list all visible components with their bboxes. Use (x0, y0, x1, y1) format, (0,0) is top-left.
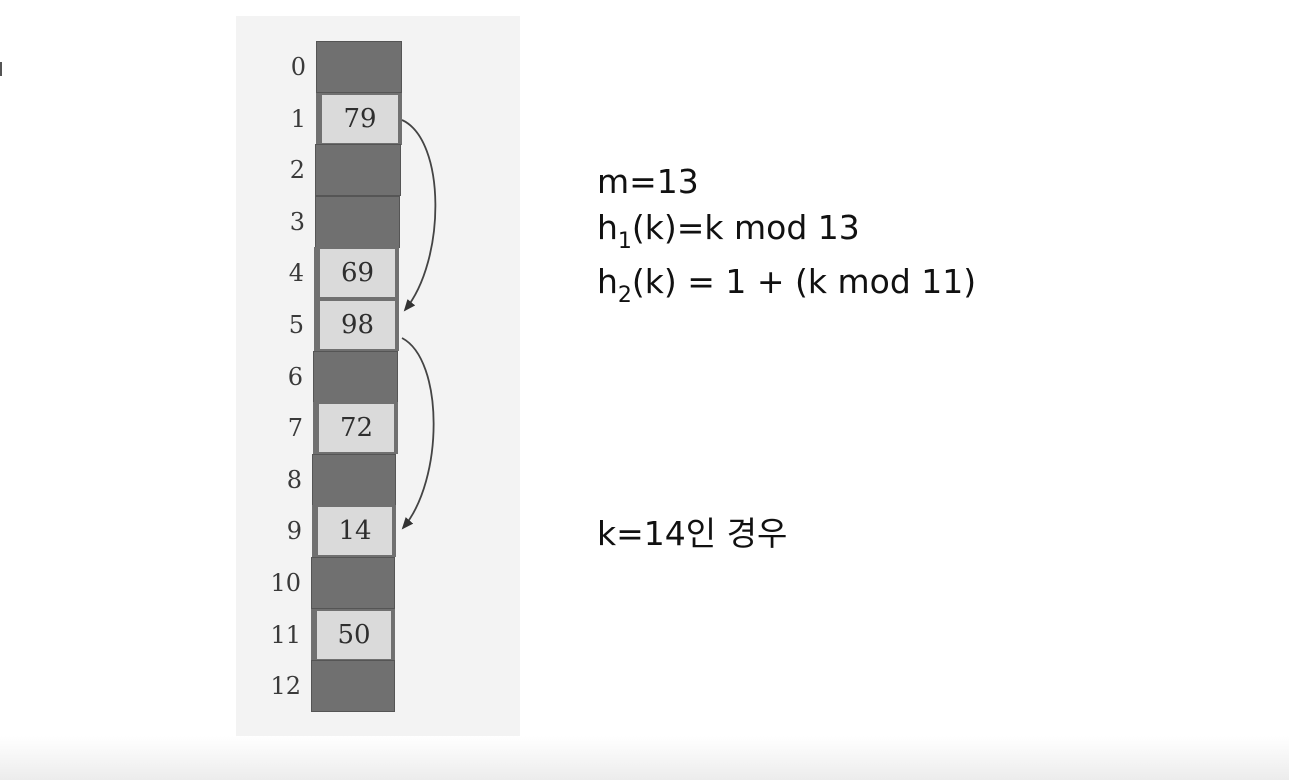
slot-7: 72 (313, 402, 398, 455)
edge-mark (0, 62, 2, 76)
slot-index-12: 12 (270, 672, 301, 701)
slot-index-9: 9 (286, 517, 302, 546)
h1-subscript: 1 (617, 229, 632, 254)
slot-index-2: 2 (289, 156, 305, 185)
slot-6 (313, 350, 398, 403)
slot-10 (311, 557, 395, 609)
slot-3 (315, 195, 400, 248)
h2-subscript: 2 (617, 283, 632, 308)
slot-index-7: 7 (287, 414, 303, 443)
h2-rest: (k) = 1 + (k mod 11) (631, 262, 977, 301)
h1-formula: h1(k)=k mod 13 (597, 208, 860, 253)
slot-4: 69 (314, 247, 399, 300)
slot-5: 98 (314, 299, 399, 351)
slot-index-3: 3 (289, 207, 305, 236)
h2-prefix: h (597, 262, 618, 301)
slot-12 (311, 660, 395, 713)
slot-1: 79 (316, 92, 402, 145)
slot-9: 14 (312, 505, 396, 558)
slot-index-11: 11 (270, 620, 301, 649)
slot-2 (315, 144, 401, 197)
slot-index-8: 8 (286, 465, 302, 494)
slot-8 (312, 453, 396, 506)
slot-index-4: 4 (288, 259, 304, 288)
case-label: k=14인 경우 (597, 514, 788, 553)
slot-index-0: 0 (290, 53, 306, 81)
bottom-fade (0, 736, 1289, 780)
m-value: m=13 (597, 162, 699, 202)
slot-index-10: 10 (270, 569, 301, 597)
m-line: m=13 (597, 162, 699, 201)
slot-index-6: 6 (287, 362, 303, 391)
slot-11: 50 (311, 608, 395, 661)
h1-prefix: h (597, 208, 618, 247)
slot-0 (316, 41, 402, 93)
h2-formula: h2(k) = 1 + (k mod 11) (597, 262, 977, 307)
slot-index-5: 5 (288, 311, 304, 339)
h1-rest: (k)=k mod 13 (631, 208, 860, 247)
slot-index-1: 1 (290, 104, 306, 133)
